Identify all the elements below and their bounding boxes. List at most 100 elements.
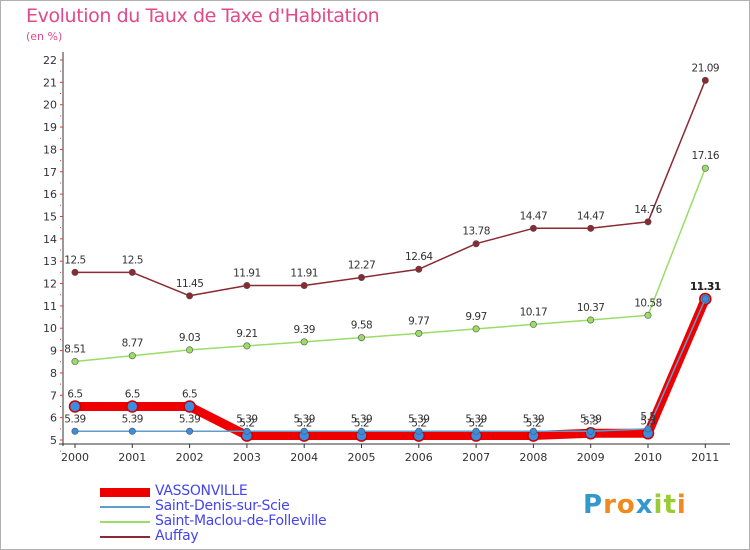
data-point: [71, 427, 79, 435]
data-point: [701, 164, 709, 172]
series-line-saint-maclou-de-folleville: [74, 167, 707, 363]
data-point: [71, 358, 79, 366]
x-tick-label: 2011: [691, 451, 719, 464]
data-point: [71, 268, 79, 276]
x-tick-label: 2002: [176, 451, 204, 464]
legend-label: VASSONVILLE: [155, 483, 248, 499]
legend-swatch: [100, 506, 150, 508]
data-label: 11.45: [176, 278, 204, 290]
data-point: [128, 352, 136, 360]
data-point: [472, 240, 480, 248]
data-point: [529, 224, 537, 232]
data-point: [415, 329, 423, 337]
data-label: 9.39: [294, 324, 315, 336]
data-label: 10.37: [577, 302, 605, 314]
data-label: 5.39: [408, 413, 429, 425]
data-label: 5.39: [294, 413, 315, 425]
y-tick-label: 18: [43, 143, 57, 156]
data-label: 5.39: [179, 413, 200, 425]
data-point: [701, 76, 709, 84]
x-tick-label: 2010: [634, 451, 662, 464]
data-point: [587, 427, 595, 435]
data-label: 5.2: [526, 418, 541, 430]
data-point: [186, 427, 194, 435]
series-layer: [68, 76, 712, 442]
y-tick-label: 20: [43, 99, 57, 112]
data-label: 6.5: [182, 388, 197, 400]
data-label: 12.64: [405, 251, 433, 263]
logo-letter: i: [653, 490, 664, 520]
logo-letter: P: [583, 490, 604, 520]
logo-letter: o: [616, 490, 636, 520]
y-tick-label: 15: [43, 210, 57, 223]
data-label: 6.5: [125, 388, 140, 400]
data-label: 8.77: [122, 338, 143, 350]
x-tick-label: 2008: [519, 451, 547, 464]
data-label: 5.5: [640, 411, 655, 423]
proxiti-logo: Proxiti: [583, 490, 687, 520]
data-label: 14.76: [634, 204, 662, 216]
data-label: 5.39: [351, 413, 372, 425]
y-tick-label: 11: [43, 300, 57, 313]
data-point: [415, 265, 423, 273]
chart-title: Evolution du Taux de Taxe d'Habitation: [26, 5, 380, 27]
y-tick-label: 6: [50, 412, 57, 425]
chart-unit: (en %): [26, 30, 63, 43]
data-label: 8.51: [64, 344, 85, 356]
y-tick-label: 7: [50, 389, 57, 402]
data-label: 5.3: [640, 415, 655, 427]
data-point: [644, 311, 652, 319]
data-point: [357, 334, 365, 342]
data-point: [300, 338, 308, 346]
x-tick-label: 2004: [290, 451, 318, 464]
data-point: [186, 292, 194, 300]
y-tick-label: 9: [50, 345, 57, 358]
data-point: [701, 295, 709, 303]
legend-label: Saint-Maclou-de-Folleville: [155, 513, 327, 529]
data-label: 5.39: [523, 413, 544, 425]
logo-letter: i: [676, 490, 687, 520]
x-tick-label: 2003: [233, 451, 261, 464]
data-label: 14.47: [577, 210, 605, 222]
series-line-auffay: [74, 79, 707, 297]
x-tick-label: 2006: [405, 451, 433, 464]
data-point: [68, 400, 82, 413]
y-tick-label: 13: [43, 255, 57, 268]
x-tick-label: 2005: [348, 451, 376, 464]
data-label: 5.2: [411, 418, 426, 430]
x-tick-label: 2007: [462, 451, 490, 464]
data-label: 12.5: [64, 254, 85, 266]
data-point: [128, 268, 136, 276]
y-tick-label: 14: [43, 233, 57, 246]
y-tick-label: 16: [43, 188, 57, 201]
data-label: 5.39: [122, 413, 143, 425]
data-point: [300, 427, 308, 435]
data-point: [186, 346, 194, 354]
data-point: [415, 427, 423, 435]
legend-label: Saint-Denis-sur-Scie: [155, 498, 290, 514]
logo-letter: x: [635, 490, 654, 520]
data-point: [644, 425, 652, 433]
data-point: [472, 325, 480, 333]
series-line-vassonville: [70, 294, 710, 440]
y-tick-label: 22: [43, 54, 57, 67]
data-point: [243, 342, 251, 350]
data-label: 5.39: [465, 413, 486, 425]
data-point: [243, 427, 251, 435]
y-tick-label: 8: [50, 367, 57, 380]
y-tick-label: 10: [43, 322, 57, 335]
data-label: 11.31: [690, 281, 721, 293]
data-point: [529, 427, 537, 435]
data-label: 12.27: [348, 259, 376, 271]
data-label: 10.17: [520, 306, 548, 318]
y-tick-label: 12: [43, 278, 57, 291]
data-label: 12.5: [122, 254, 143, 266]
data-label: 5.39: [580, 413, 601, 425]
y-tick-label: 5: [50, 434, 57, 447]
y-tick-label: 17: [43, 166, 57, 179]
x-tick-label: 2009: [577, 451, 605, 464]
data-point: [587, 316, 595, 324]
data-label: 9.58: [351, 320, 372, 332]
data-label: 6.5: [67, 388, 82, 400]
